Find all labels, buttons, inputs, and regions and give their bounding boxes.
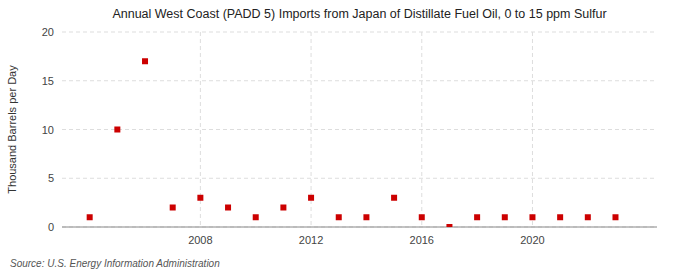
x-tick-label: 2020: [520, 234, 544, 246]
x-tick-label: 2016: [410, 234, 434, 246]
point: [308, 195, 314, 201]
y-grid-line: [62, 32, 657, 33]
chart: 0 5 10 15 20 2008 2012 2016 2020 Annual West Coas…: [0, 0, 675, 275]
title: Annual West Coast (PADD 5) Imports from …: [112, 7, 606, 21]
x-tick-label: 2008: [188, 234, 212, 246]
y-tick-label: 5: [48, 172, 54, 184]
x-grid-line: [421, 32, 422, 227]
point: [502, 214, 508, 220]
y-tick-label: 20: [42, 26, 54, 38]
point: [474, 214, 480, 220]
y-grid-line: [62, 129, 657, 130]
y-axis-label: Thousand Barrels per Day: [6, 65, 18, 194]
y-grid-line: [62, 80, 657, 81]
point: [280, 205, 286, 211]
point: [225, 205, 231, 211]
point: [529, 214, 535, 220]
y-grid-line: [62, 227, 657, 228]
point: [197, 195, 203, 201]
point: [391, 195, 397, 201]
point: [557, 214, 563, 220]
point: [142, 58, 148, 64]
point: [363, 214, 369, 220]
y-grid-line: [62, 178, 657, 179]
y-tick-label: 0: [48, 221, 54, 233]
point: [87, 214, 93, 220]
x-axis-line: [62, 227, 657, 228]
y-tick-label: 15: [42, 75, 54, 87]
point: [253, 214, 259, 220]
point: [336, 214, 342, 220]
x-grid-line: [532, 32, 533, 227]
point: [612, 214, 618, 220]
point: [585, 214, 591, 220]
x-tick-label: 2012: [299, 234, 323, 246]
y-tick-label: 10: [42, 124, 54, 136]
point: [114, 127, 120, 133]
grid: [62, 32, 657, 227]
source-note: Source: U.S. Energy Information Administ…: [10, 258, 220, 269]
point: [170, 205, 176, 211]
points: [87, 58, 619, 227]
point: [446, 224, 452, 227]
point: [419, 214, 425, 220]
